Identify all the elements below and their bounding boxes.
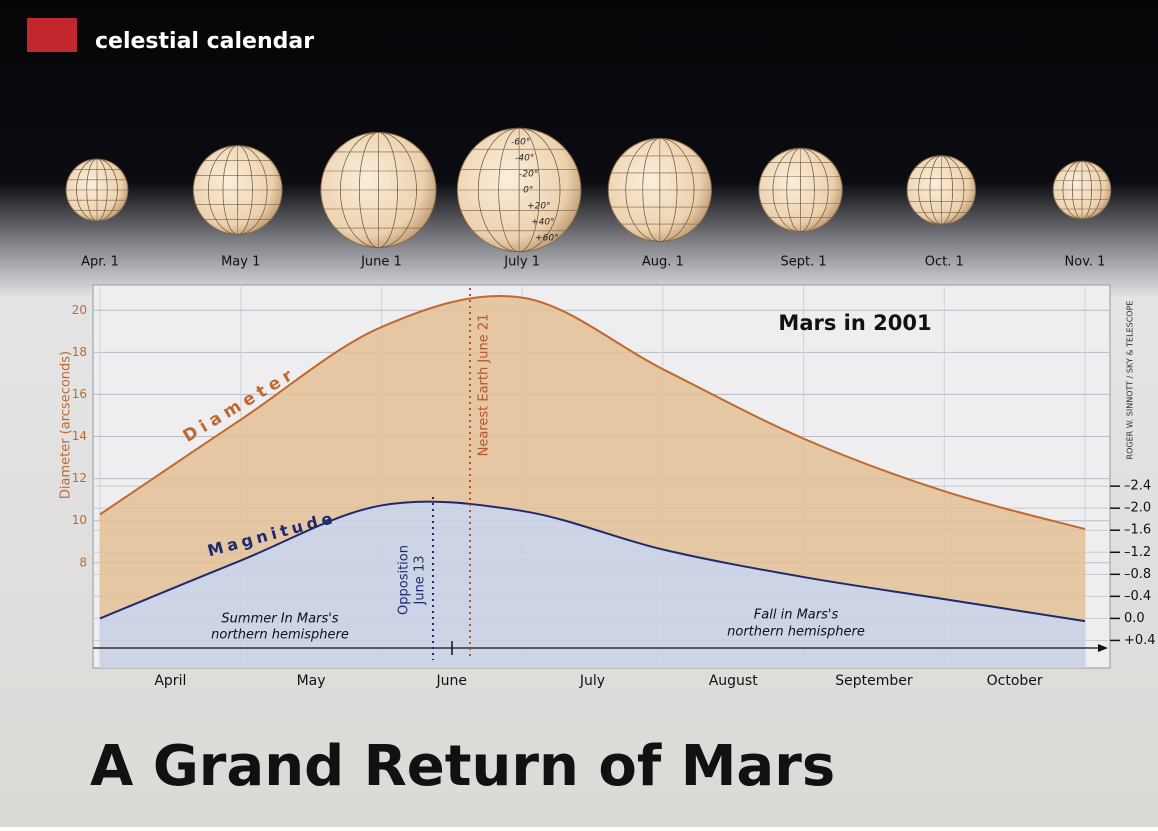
latitude-label: +60° — [535, 234, 559, 244]
x-tick-label: July — [579, 673, 605, 689]
globe-date: Nov. 1 — [1065, 255, 1106, 270]
headline: A Grand Return of Mars — [90, 734, 835, 799]
globe — [321, 132, 436, 247]
globe-date: Oct. 1 — [925, 255, 964, 270]
y2-tick-label: –0.4 — [1124, 589, 1151, 604]
globe-date: May 1 — [221, 255, 260, 270]
annotation: northern hemisphere — [211, 628, 349, 643]
globe — [193, 146, 282, 235]
annotation: Opposition — [397, 545, 412, 615]
latitude-label: +40° — [531, 218, 555, 228]
x-tick-label: May — [297, 673, 326, 689]
section-title: celestial calendar — [95, 29, 314, 54]
globe-date: Sept. 1 — [781, 255, 827, 270]
globe — [66, 159, 128, 221]
y2-tick-label: –1.6 — [1124, 523, 1151, 538]
latitude-label: -20° — [519, 169, 538, 179]
annotation: Nearest Earth June 21 — [477, 314, 492, 457]
credit: ROGER W. SINNOTT / SKY & TELESCOPE — [1126, 301, 1135, 460]
latitude-label: -60° — [511, 137, 530, 147]
globe — [759, 148, 842, 231]
x-tick-label: August — [709, 673, 759, 689]
y2-tick-label: 0.0 — [1124, 611, 1145, 626]
globe-date: July 1 — [503, 255, 540, 270]
y-tick-label: 10 — [72, 513, 87, 527]
annotation: Fall in Mars's — [754, 608, 839, 623]
y2-tick-label: –2.0 — [1124, 501, 1151, 516]
annotation: June 13 — [413, 556, 428, 606]
globe — [1053, 161, 1111, 219]
x-tick-label: October — [987, 673, 1043, 689]
y2-tick-label: –1.2 — [1124, 545, 1151, 560]
x-tick-label: September — [835, 673, 913, 689]
globe-date: Aug. 1 — [642, 255, 684, 270]
y-tick-label: 20 — [72, 303, 87, 317]
x-tick-label: April — [154, 673, 186, 689]
y-tick-label: 8 — [79, 555, 87, 569]
y2-tick-label: –2.4 — [1124, 479, 1151, 494]
section-marker — [27, 18, 77, 52]
y-axis-label: Diameter (arcseconds) — [59, 351, 74, 499]
latitude-label: -40° — [515, 153, 534, 163]
globe-date: Apr. 1 — [81, 255, 119, 270]
annotation: Summer In Mars's — [221, 612, 338, 627]
y-tick-label: 14 — [72, 429, 87, 443]
globe: -60° -40° -20° 0° +20° +40° +60° — [457, 128, 581, 252]
annotation: northern hemisphere — [727, 625, 865, 640]
latitude-label: +20° — [527, 202, 551, 212]
globe — [907, 156, 975, 224]
latitude-label: 0° — [523, 186, 533, 196]
y-tick-label: 16 — [72, 387, 87, 401]
x-tick-label: June — [436, 673, 468, 689]
globe — [608, 138, 711, 241]
chart-title: Mars in 2001 — [778, 311, 931, 335]
y2-tick-label: +0.4 — [1124, 633, 1156, 648]
y-tick-label: 12 — [72, 471, 87, 485]
y-tick-label: 18 — [72, 345, 87, 359]
globe-date: June 1 — [360, 255, 402, 270]
y2-tick-label: –0.8 — [1124, 567, 1151, 582]
